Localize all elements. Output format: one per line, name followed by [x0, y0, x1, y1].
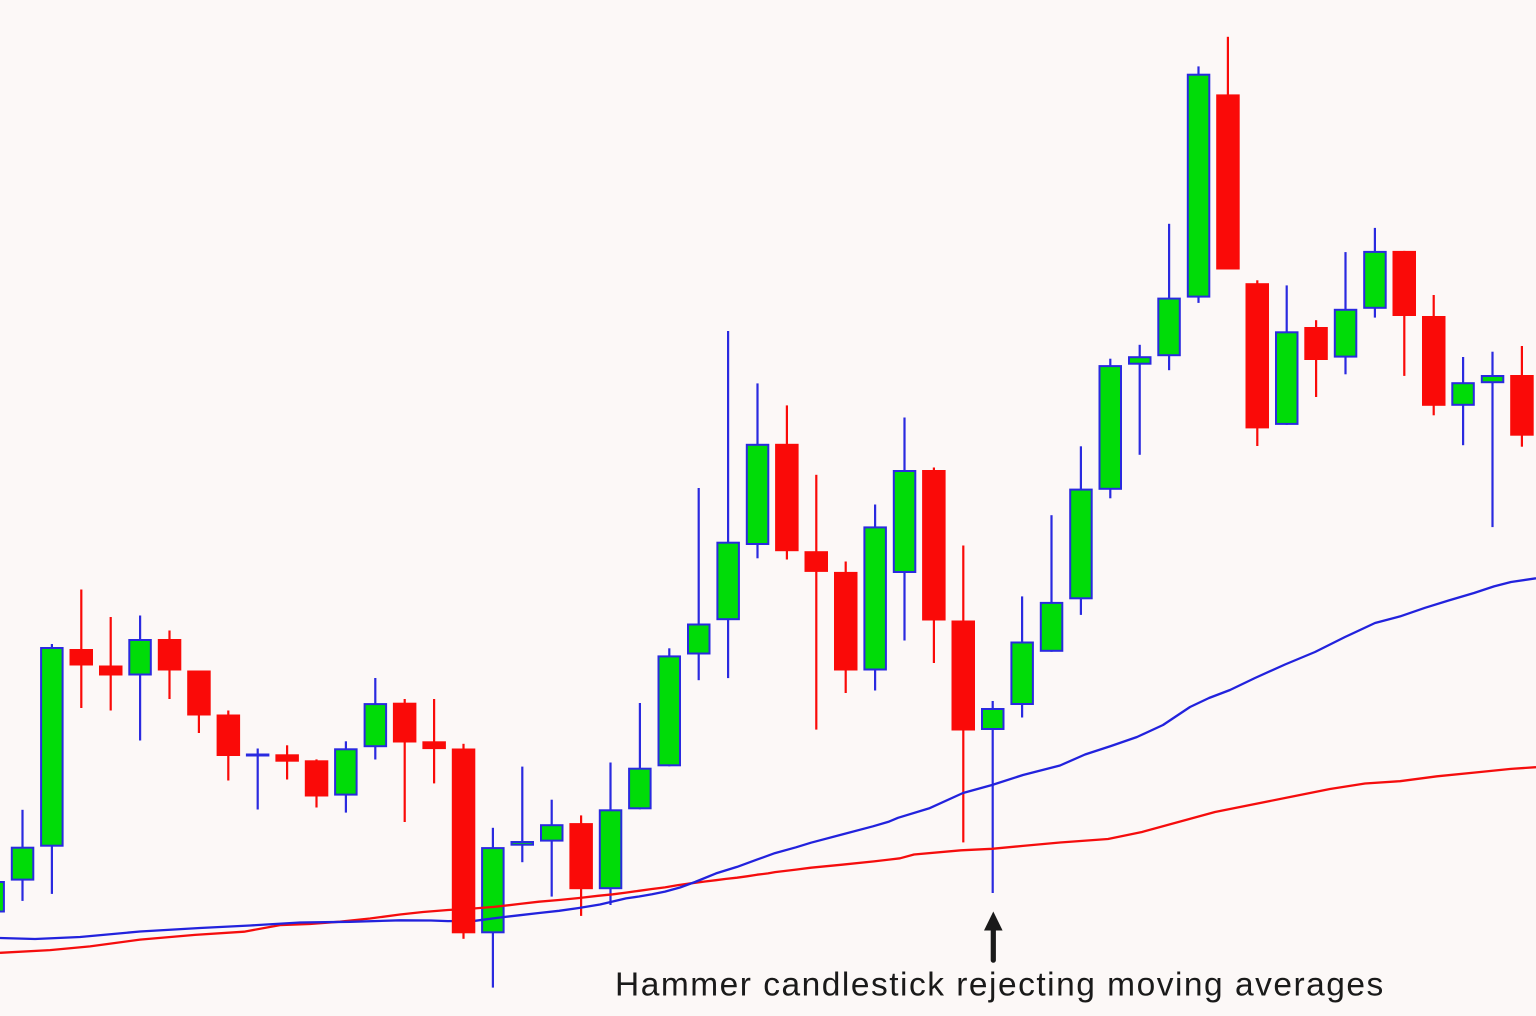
svg-text:Hammer candlestick rejecting m: Hammer candlestick rejecting moving aver…: [615, 967, 1385, 1004]
